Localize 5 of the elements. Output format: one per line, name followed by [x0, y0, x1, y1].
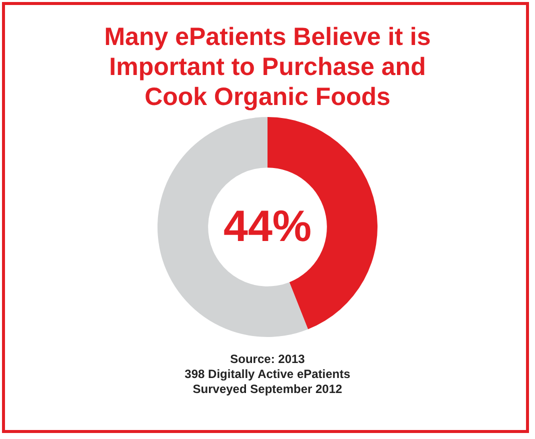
text: Surveyed September 2012 [192, 382, 344, 397]
chart-title: Many ePatients Believe it is Important to Purchase and Cook Organic Foods [103, 22, 432, 112]
source-note: Source: 2013 [229, 352, 306, 367]
text: 398 Digitally Active ePatients [184, 367, 352, 382]
data-label: 44% [223, 202, 312, 252]
